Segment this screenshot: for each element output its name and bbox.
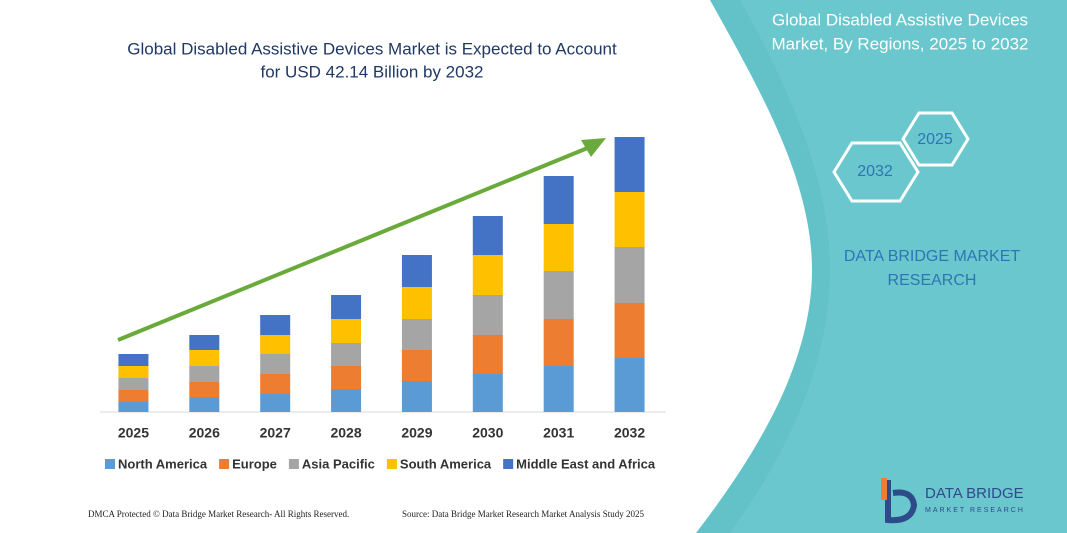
arrow-head <box>581 138 606 157</box>
brand-text: DATA BRIDGE MARKET <box>844 248 1021 265</box>
legend-label: South America <box>400 456 492 471</box>
trend-arrow <box>117 145 591 342</box>
bar-segment <box>472 295 503 335</box>
x-tick-label: 2027 <box>260 425 291 441</box>
bar-segment <box>614 303 645 358</box>
bar-segment <box>331 295 362 319</box>
legend-swatch <box>105 459 115 469</box>
bar-segment <box>543 176 574 224</box>
bar-segment <box>472 374 503 412</box>
x-tick-label: 2030 <box>472 425 503 441</box>
bar-segment <box>118 390 149 402</box>
bar-segment <box>472 216 503 255</box>
chart-title: Global Disabled Assistive Devices Market… <box>127 39 617 58</box>
panel-title: Market, By Regions, 2025 to 2032 <box>771 34 1028 53</box>
x-tick-label: 2029 <box>401 425 432 441</box>
x-tick-label: 2032 <box>614 425 645 441</box>
legend-swatch <box>288 459 299 469</box>
legend-swatch <box>503 459 514 469</box>
bar-segment <box>118 378 149 390</box>
bar-segment <box>118 354 149 366</box>
bar-segment <box>260 354 291 374</box>
bar-segment <box>472 335 503 374</box>
legend-label: Europe <box>232 456 277 471</box>
legend-label: Asia Pacific <box>302 456 375 471</box>
bar-segment <box>331 366 362 389</box>
bar-segment <box>260 315 291 335</box>
bar-segment <box>189 335 220 350</box>
bar-segment <box>260 335 291 354</box>
bar-segment <box>331 389 362 412</box>
bar-segment <box>472 255 503 295</box>
logo-text: DATA BRIDGE <box>925 485 1024 502</box>
bar-segment <box>543 319 574 366</box>
hexagon <box>832 141 920 203</box>
panel-title: Global Disabled Assistive Devices <box>772 10 1028 29</box>
bar-segment <box>614 192 645 247</box>
hexagon <box>901 111 970 167</box>
bar-segment <box>614 137 645 192</box>
bar-segment <box>189 382 220 397</box>
bar-segment <box>543 271 574 319</box>
bar-segment <box>331 343 362 366</box>
legend-label: North America <box>118 456 208 471</box>
bar-segment <box>189 350 220 366</box>
legend: North America Europe Asia Pacific South Ame… <box>105 456 656 471</box>
logo-text: MARKET RESEARCH <box>925 507 1025 514</box>
legend-swatch <box>386 459 397 469</box>
side-panel-inner <box>730 0 1067 533</box>
legend-label: Middle East and Africa <box>516 456 656 471</box>
bar-segment <box>543 366 574 412</box>
bar-segment <box>260 374 291 394</box>
bar-segment <box>401 287 432 319</box>
bar-segment <box>331 319 362 343</box>
bar-segment <box>401 350 432 381</box>
brand-text: RESEARCH <box>888 272 977 289</box>
hex-label: 2032 <box>857 163 893 180</box>
bar-segment <box>118 402 149 412</box>
x-tick-label: 2031 <box>543 425 574 441</box>
bar-segment <box>401 319 432 350</box>
legend-swatch <box>219 459 230 469</box>
chart-title: for USD 42.14 Billion by 2032 <box>260 62 483 81</box>
bar-segment <box>189 397 220 412</box>
footer-right: Source: Data Bridge Market Research Mark… <box>402 509 644 519</box>
logo-mark <box>885 480 918 524</box>
bar-segment <box>189 366 220 382</box>
x-tick-label: 2025 <box>118 425 149 441</box>
hex-label: 2025 <box>917 131 953 148</box>
footer-left: DMCA Protected © Data Bridge Market Rese… <box>88 509 349 519</box>
bar-segment <box>118 366 149 378</box>
x-tick-label: 2028 <box>330 425 361 441</box>
bar-segment <box>401 381 432 412</box>
plot <box>118 137 645 412</box>
x-tick-label: 2026 <box>189 425 220 441</box>
bar-segment <box>543 224 574 271</box>
bar-segment <box>614 247 645 303</box>
bar-segment <box>614 358 645 412</box>
bar-segment <box>260 394 291 412</box>
bar-segment <box>401 255 432 287</box>
